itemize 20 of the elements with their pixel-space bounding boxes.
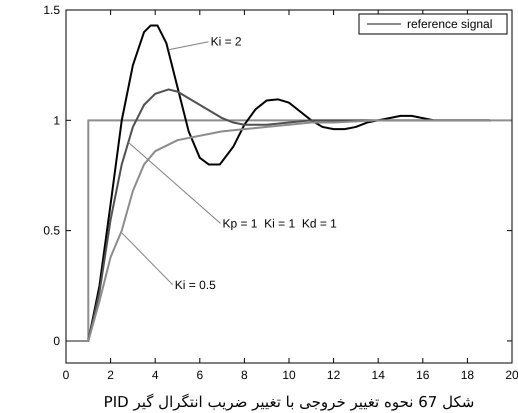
x-tick-label: 12 bbox=[326, 368, 341, 382]
y-tick-label: 0.5 bbox=[43, 224, 60, 238]
annotation: Ki = 2 bbox=[210, 34, 242, 49]
x-tick-label: 0 bbox=[62, 368, 70, 382]
x-tick-label: 6 bbox=[196, 368, 204, 382]
x-tick-label: 16 bbox=[416, 368, 430, 382]
annotation: Ki = 0.5 bbox=[174, 278, 216, 292]
annotation: Kp = 1 Ki = 1 Kd = 1 bbox=[222, 216, 338, 230]
x-tick-label: 20 bbox=[505, 368, 518, 382]
x-tick-label: 8 bbox=[241, 368, 248, 382]
text: شکل 67 نحوه تغییر خروجی با تغییر ضریب انتگرال گیر PID bbox=[104, 393, 474, 411]
x-tick-label: 10 bbox=[282, 368, 296, 382]
x-tick-label: 2 bbox=[107, 368, 114, 382]
y-tick-label: 1 bbox=[53, 113, 60, 128]
legend-label: reference signal bbox=[407, 17, 492, 31]
y-tick-label: 1.5 bbox=[43, 3, 60, 17]
x-tick-label: 14 bbox=[372, 368, 386, 382]
y-tick-label: 0 bbox=[53, 334, 60, 348]
x-tick-label: 4 bbox=[152, 368, 159, 382]
x-tick-label: 18 bbox=[460, 368, 474, 382]
